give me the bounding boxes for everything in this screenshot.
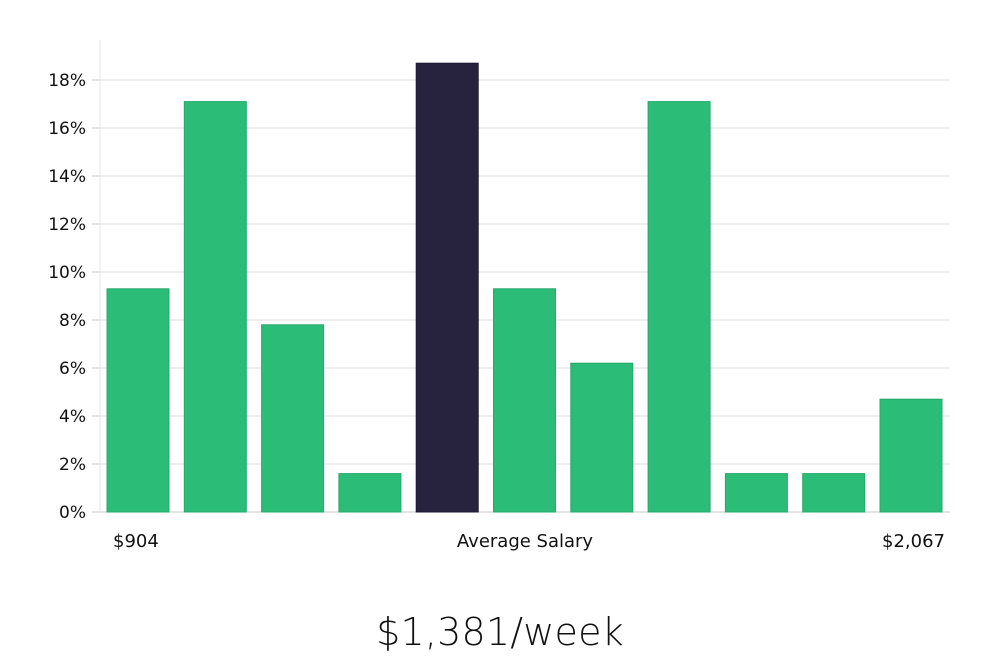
y-tick-label: 12% [48,215,86,235]
y-tick-label: 18% [48,71,86,91]
y-tick-label: 16% [48,119,86,139]
x-axis-title: Average Salary [457,531,594,552]
bar-average-salary [415,62,479,513]
bar [879,398,943,513]
average-salary-headline: $1,381/week [376,610,624,654]
y-tick-label: 4% [59,407,86,427]
bar [802,473,866,513]
bar [647,101,711,513]
salary-histogram: 0% 2% 4% 6% 8% 10% 12% 14% 16% 18% $904 Average S… [48,40,950,552]
bar [724,473,788,513]
x-min-label: $904 [113,531,159,552]
x-max-label: $2,067 [882,531,945,552]
y-tick-label: 0% [59,503,86,523]
bar [493,288,556,513]
bar [570,362,634,513]
y-tick-label: 6% [59,359,86,379]
y-tick-label: 10% [48,263,86,283]
bar [338,473,402,513]
y-tick-label: 14% [48,167,86,187]
bar [261,324,325,513]
bar [106,288,170,513]
bar [183,101,247,513]
y-tick-label: 8% [59,311,86,331]
y-tick-label: 2% [59,455,86,475]
bars [106,62,943,513]
y-axis-ticks: 0% 2% 4% 6% 8% 10% 12% 14% 16% 18% [48,71,100,523]
